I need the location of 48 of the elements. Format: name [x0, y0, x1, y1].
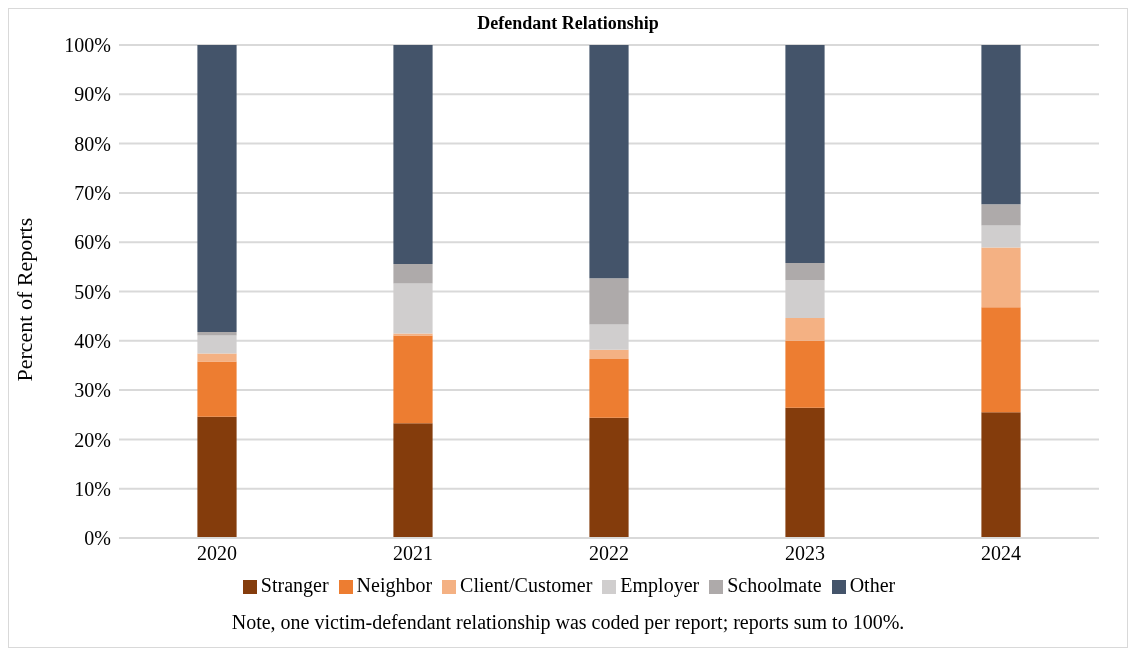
y-tick-label: 100%	[64, 34, 111, 57]
bar	[589, 359, 629, 418]
y-tick-label: 0%	[84, 527, 111, 550]
bar	[393, 423, 433, 538]
x-tick-label: 2024	[981, 542, 1021, 565]
bar	[981, 307, 1021, 413]
bar	[589, 349, 629, 360]
text: Note, one victim-defendant relationship was coded per report; reports sum to 100%.	[230, 611, 906, 634]
bar	[981, 247, 1021, 308]
y-tick-label: 90%	[74, 83, 111, 106]
legend-label: Client/Customer	[460, 574, 593, 596]
legend-label: Stranger	[260, 574, 329, 596]
bar	[197, 416, 237, 538]
bar	[589, 45, 629, 279]
bar	[981, 412, 1021, 538]
bar	[393, 335, 433, 424]
bar	[197, 361, 237, 417]
y-tick-label: 50%	[74, 280, 111, 303]
bar	[393, 263, 433, 284]
y-tick-label: 60%	[74, 231, 111, 254]
y-tick-label: 40%	[74, 329, 111, 352]
bar	[589, 417, 629, 538]
y-axis-title: Percent of Reports	[11, 217, 37, 382]
bar	[785, 318, 825, 341]
y-tick-label: 20%	[74, 428, 111, 451]
bar	[393, 45, 433, 264]
y-tick-label: 30%	[74, 379, 111, 402]
legend-label: Neighbor	[356, 574, 433, 596]
y-tick-label: 10%	[74, 477, 111, 500]
bar	[981, 204, 1021, 226]
x-tick-label: 2022	[589, 542, 629, 565]
legend-label: Other	[849, 574, 896, 596]
y-tick-label: 70%	[74, 182, 111, 204]
bar	[785, 407, 825, 538]
bar	[785, 340, 825, 408]
x-tick-label: 2023	[785, 542, 825, 565]
legend-label: Schoolmate	[727, 574, 822, 596]
bar	[785, 45, 825, 263]
bar	[589, 278, 629, 325]
bar	[785, 262, 825, 281]
bar	[197, 45, 237, 332]
x-tick-label: 2020	[197, 542, 237, 565]
x-tick-label: 2021	[393, 542, 433, 565]
y-tick-label: 80%	[74, 132, 111, 155]
chart-title: Defendant Relationship	[477, 13, 659, 33]
bar	[981, 45, 1021, 205]
bar	[197, 353, 237, 362]
legend-label: Employer	[620, 574, 700, 596]
